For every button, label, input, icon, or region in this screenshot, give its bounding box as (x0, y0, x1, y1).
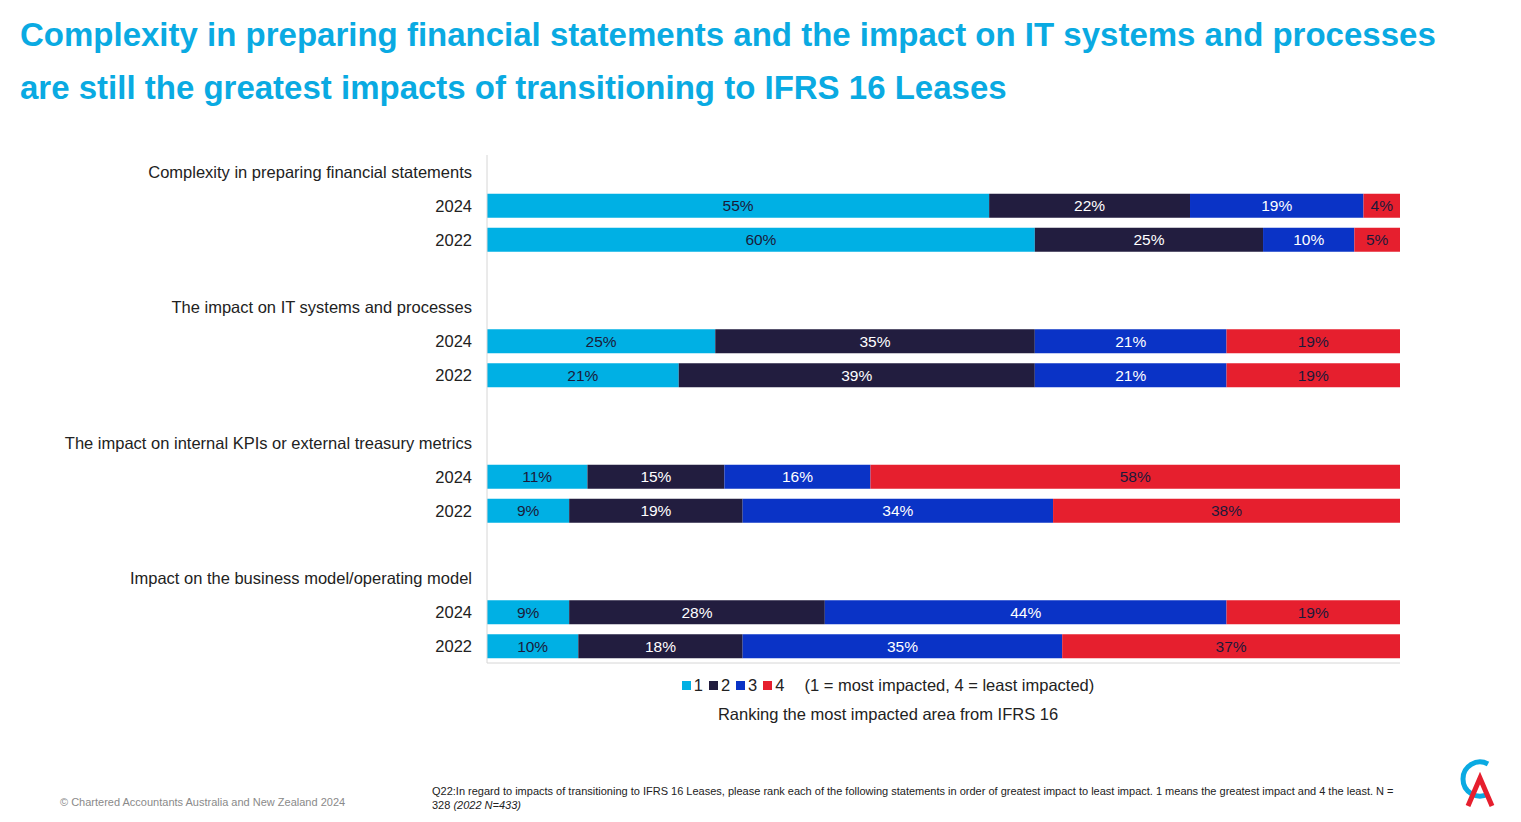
svg-text:25%: 25% (586, 333, 617, 350)
html-text:2: 2 (720, 676, 731, 695)
svg-text:11%: 11% (522, 468, 552, 485)
svg-text:38%: 38% (1211, 502, 1242, 519)
svg-text:37%: 37% (1216, 638, 1247, 655)
svg-text:10%: 10% (517, 638, 548, 655)
svg-text:10%: 10% (1293, 231, 1324, 248)
svg-text:5%: 5% (1366, 231, 1389, 248)
svg-text:21%: 21% (567, 367, 598, 384)
svg-text:19%: 19% (1298, 367, 1329, 384)
html-text:(1 = most impacted, 4 = least: (1 = most impacted, 4 = least impacted) (804, 676, 1095, 695)
svg-text:2022: 2022 (435, 366, 472, 384)
svg-text:2022: 2022 (435, 502, 472, 520)
html-text:3: 3 (748, 676, 758, 695)
svg-text:The impact on internal KPIs or: The impact on internal KPIs or external … (65, 434, 472, 452)
svg-text:28%: 28% (681, 604, 712, 621)
svg-text:25%: 25% (1133, 231, 1164, 248)
svg-text:18%: 18% (645, 638, 676, 655)
svg-text:19%: 19% (1298, 333, 1329, 350)
svg-text:39%: 39% (841, 367, 872, 384)
svg-text:22%: 22% (1074, 197, 1105, 214)
svg-text:55%: 55% (723, 197, 754, 214)
html-text:Complexity in preparing financ: Complexity in preparing financial statem… (20, 16, 1436, 106)
svg-text:Impact on the business model/o: Impact on the business model/operating m… (130, 569, 472, 587)
svg-text:2024: 2024 (435, 197, 472, 215)
svg-text:60%: 60% (745, 231, 776, 248)
html-text:4: 4 (775, 676, 785, 695)
html-text:© Chartered Accountants Austra: © Chartered Accountants Australia and Ne… (60, 796, 346, 808)
html-text:1: 1 (693, 676, 703, 695)
svg-text:35%: 35% (860, 333, 891, 350)
svg-text:58%: 58% (1120, 468, 1151, 485)
svg-text:Complexity in preparing financ: Complexity in preparing financial statem… (148, 163, 472, 181)
svg-text:2024: 2024 (435, 468, 472, 486)
svg-text:2024: 2024 (435, 332, 472, 350)
svg-text:The impact on IT systems and p: The impact on IT systems and processes (172, 298, 473, 316)
svg-text:9%: 9% (517, 502, 540, 519)
svg-text:19%: 19% (1261, 197, 1292, 214)
svg-text:4%: 4% (1371, 197, 1394, 214)
svg-text:19%: 19% (1298, 604, 1329, 621)
svg-text:34%: 34% (882, 502, 913, 519)
svg-text:15%: 15% (640, 468, 671, 485)
html-text:Q22:In regard to impacts of tr: Q22:In regard to impacts of transitionin… (432, 785, 1394, 811)
svg-text:2022: 2022 (435, 637, 472, 655)
html-text:Ranking the most impacted area: Ranking the most impacted area from IFRS… (717, 705, 1059, 723)
svg-text:21%: 21% (1115, 367, 1146, 384)
svg-text:19%: 19% (640, 502, 671, 519)
svg-text:16%: 16% (782, 468, 813, 485)
svg-text:9%: 9% (517, 604, 540, 621)
svg-text:2022: 2022 (435, 231, 472, 249)
svg-text:44%: 44% (1010, 604, 1041, 621)
svg-text:2024: 2024 (435, 603, 472, 621)
svg-text:35%: 35% (887, 638, 918, 655)
svg-text:21%: 21% (1115, 333, 1146, 350)
